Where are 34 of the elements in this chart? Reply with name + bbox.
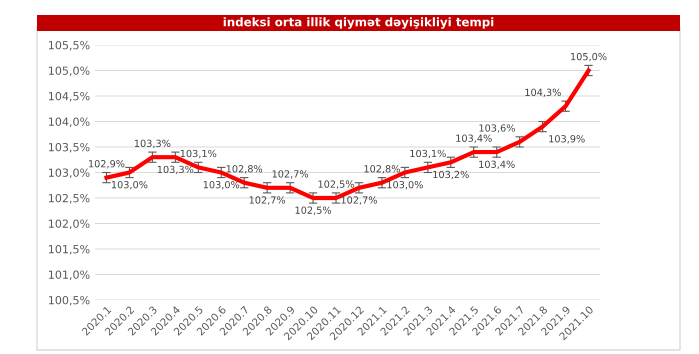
data-label: 102,9% bbox=[89, 160, 124, 168]
data-label: 102,7% bbox=[272, 170, 308, 179]
data-label: 103,2% bbox=[433, 170, 469, 180]
y-tick-label: 101,0% bbox=[48, 270, 90, 280]
y-tick-label: 100,5% bbox=[48, 296, 90, 306]
y-tick-label: 101,5% bbox=[48, 244, 90, 255]
data-label: 102,8% bbox=[226, 165, 262, 174]
y-tick-label: 104,5% bbox=[48, 92, 90, 102]
y-tick-label: 102,0% bbox=[48, 219, 90, 230]
data-label: 103,4% bbox=[479, 160, 515, 169]
y-tick-label: 103,0% bbox=[48, 168, 90, 178]
data-label: 103,3% bbox=[158, 166, 194, 174]
y-tick-label: 105,0% bbox=[48, 66, 90, 76]
y-tick-label: 104,0% bbox=[48, 117, 90, 128]
data-label: 102,7% bbox=[342, 196, 377, 205]
data-label: 103,0% bbox=[204, 181, 240, 190]
y-tick-label: 102,5% bbox=[48, 194, 90, 204]
data-label: 103,1% bbox=[410, 150, 446, 158]
data-label: 103,0% bbox=[387, 181, 423, 190]
chart-title: indeksi orta illik qiymət dəyişikliyi tempi bbox=[224, 17, 494, 29]
data-label: 103,4% bbox=[456, 134, 492, 143]
data-label: 103,9% bbox=[549, 135, 585, 144]
y-tick-label: 105,5% bbox=[48, 40, 90, 51]
data-label: 103,0% bbox=[112, 181, 148, 190]
data-label: 102,5% bbox=[296, 206, 332, 215]
data-label: 102,7% bbox=[250, 196, 286, 205]
data-label: 103,3% bbox=[134, 140, 170, 148]
data-label: 103,1% bbox=[180, 150, 216, 158]
data-label: 102,5% bbox=[318, 180, 354, 189]
data-label: 105,0% bbox=[571, 52, 607, 62]
data-label: 102,8% bbox=[364, 165, 400, 174]
data-label: 103,6% bbox=[479, 124, 515, 133]
data-label: 104,3% bbox=[525, 88, 561, 97]
y-tick-label: 103,5% bbox=[48, 142, 90, 153]
